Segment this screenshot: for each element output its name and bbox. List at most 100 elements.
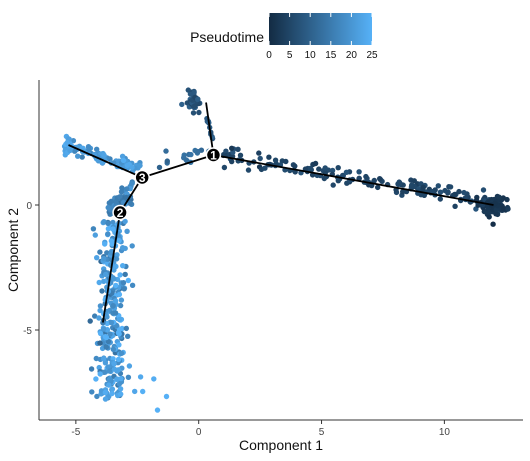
cell-point <box>124 228 130 234</box>
cell-point <box>88 366 95 372</box>
cell-point <box>237 152 244 158</box>
branch-nodes: 1 2 3 <box>112 147 222 221</box>
cell-point <box>256 150 262 156</box>
trajectory-segment <box>205 102 215 156</box>
cell-point <box>456 188 462 195</box>
trajectory-segment <box>213 154 494 206</box>
cell-point <box>105 231 111 237</box>
cell-point <box>129 243 135 249</box>
cell-point <box>85 144 92 150</box>
cell-point <box>375 184 381 191</box>
cell-point <box>121 286 127 292</box>
cell-point <box>103 334 110 341</box>
trajectory-segment <box>101 212 121 323</box>
cell-point <box>330 182 336 188</box>
cell-point <box>480 187 487 193</box>
cell-point <box>115 367 122 373</box>
cell-point <box>89 389 95 395</box>
cell-point <box>500 205 506 211</box>
cell-point <box>122 218 128 225</box>
cell-point <box>103 344 110 350</box>
cell-point <box>100 326 107 332</box>
cell-point <box>452 203 458 209</box>
cell-point <box>137 374 144 380</box>
cell-point <box>126 363 133 369</box>
cell-point <box>111 361 117 367</box>
cell-point <box>119 185 125 191</box>
legend: Pseudotime 0 5 10 15 20 25 <box>190 13 378 61</box>
cell-point <box>262 165 268 171</box>
cell-point <box>117 302 124 309</box>
legend-ticks: 0 5 10 15 20 25 <box>266 13 378 61</box>
cell-point <box>120 245 126 251</box>
cell-point <box>129 164 135 171</box>
cell-point <box>116 238 122 244</box>
y-axis-ticks: -5 0 <box>23 201 39 337</box>
cell-point <box>116 316 123 323</box>
cell-point <box>321 175 327 182</box>
cell-point <box>120 157 127 164</box>
cell-point <box>110 226 116 232</box>
cell-point <box>190 110 197 116</box>
legend-tick-label: 5 <box>287 50 293 61</box>
cell-point <box>505 206 511 212</box>
cell-point <box>92 232 99 238</box>
cell-point <box>127 200 133 206</box>
cell-point <box>371 177 377 184</box>
cell-point <box>496 194 502 200</box>
cell-point <box>94 255 100 261</box>
y-axis-title: Component 2 <box>5 208 21 292</box>
branch-node-label: 1 <box>210 149 217 163</box>
cell-point <box>461 189 467 196</box>
cell-point <box>118 375 124 382</box>
y-tick-label: -5 <box>23 326 32 337</box>
cell-point <box>109 390 115 397</box>
cell-point <box>119 153 126 159</box>
cell-point <box>486 214 492 220</box>
cell-point <box>272 157 279 163</box>
cell-point <box>94 393 100 400</box>
cell-point <box>116 291 123 298</box>
x-tick-label: 10 <box>439 427 451 438</box>
cell-point <box>115 356 122 363</box>
cell-point <box>192 103 198 109</box>
cell-point <box>116 331 122 337</box>
cell-point <box>99 288 105 294</box>
cell-point <box>322 165 328 171</box>
cell-point <box>112 310 119 316</box>
cell-point <box>245 167 252 173</box>
cell-point <box>292 163 298 169</box>
cell-point <box>195 96 201 103</box>
x-tick-label: 5 <box>319 427 325 438</box>
cell-point <box>140 388 146 395</box>
cell-point <box>114 252 120 258</box>
cell-point <box>163 393 170 400</box>
cell-point <box>125 333 131 339</box>
cell-point <box>132 388 138 395</box>
axes: -5 0 5 10 -5 0 Component 1 Component 2 <box>5 80 523 453</box>
cell-point <box>101 255 107 262</box>
cell-point <box>106 376 113 383</box>
cell-point <box>257 155 263 162</box>
branch-node-label: 2 <box>117 206 124 220</box>
cell-point <box>356 169 362 175</box>
cell-point <box>187 91 194 97</box>
cell-point <box>106 368 113 374</box>
cell-point <box>113 256 120 262</box>
legend-tick-label: 20 <box>346 50 358 61</box>
cell-point <box>195 148 201 155</box>
cell-point <box>90 226 97 232</box>
cell-point <box>435 183 441 189</box>
cell-point <box>112 298 119 304</box>
cell-point <box>109 386 116 392</box>
cell-point <box>451 191 458 198</box>
x-axis-ticks: -5 0 5 10 <box>71 420 450 438</box>
cell-point <box>110 303 116 309</box>
trajectory-segment <box>68 144 143 179</box>
legend-tick-label: 25 <box>366 50 378 61</box>
cell-point <box>266 154 272 160</box>
cell-point <box>104 320 110 327</box>
cell-point <box>125 277 131 284</box>
cell-point <box>97 303 104 309</box>
